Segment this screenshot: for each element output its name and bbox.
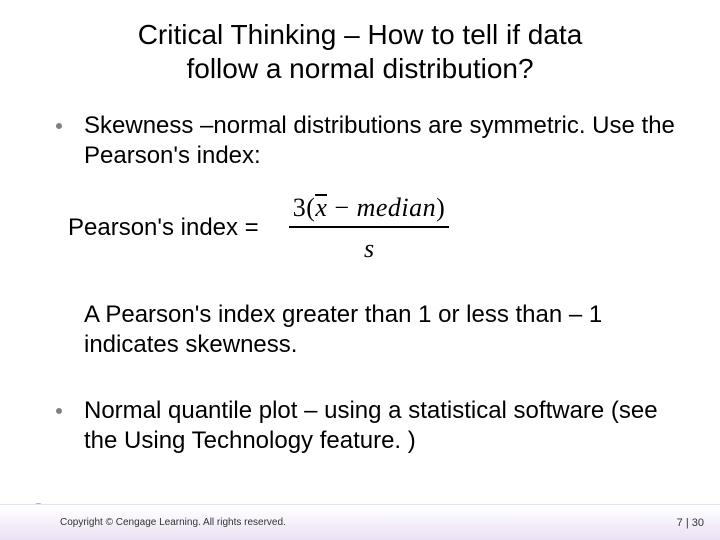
xbar-x: x [315, 193, 327, 222]
footer-page-number: 7 | 30 [677, 517, 704, 529]
xbar-symbol: x [315, 193, 327, 223]
skewness-threshold-text: A Pearson's index greater than 1 or less… [84, 300, 680, 360]
slide-footer: Copyright © Cengage Learning. All rights… [0, 504, 720, 540]
formula-denominator: s [289, 228, 450, 264]
formula-open-paren: ( [306, 193, 315, 222]
pearson-formula-row: Pearson's index = 3(x − median) s [68, 193, 680, 264]
bullet-skewness: Skewness –normal distributions are symme… [40, 111, 680, 171]
footer-copyright: Copyright © Cengage Learning. All rights… [60, 517, 286, 528]
title-line-1: Critical Thinking – How to tell if data [138, 19, 583, 50]
xbar-overline-icon [315, 194, 327, 195]
formula-numerator: 3(x − median) [289, 193, 450, 226]
formula-three: 3 [293, 193, 307, 222]
bullet-quantile-text: Normal quantile plot – using a statistic… [84, 396, 680, 456]
slide-title: Critical Thinking – How to tell if data … [60, 18, 660, 85]
pearson-formula: 3(x − median) s [289, 193, 450, 264]
slide: Critical Thinking – How to tell if data … [0, 0, 720, 540]
formula-minus: − [327, 193, 356, 222]
formula-label: Pearson's index = [68, 214, 259, 242]
title-line-2: follow a normal distribution? [186, 53, 533, 84]
formula-median: median [357, 193, 437, 222]
bullet-skewness-text: Skewness –normal distributions are symme… [84, 111, 680, 171]
bullet-dot-icon [56, 123, 62, 129]
bullet-dot-icon [56, 408, 62, 414]
formula-close-paren: ) [436, 193, 445, 222]
bullet-quantile: Normal quantile plot – using a statistic… [40, 396, 680, 456]
